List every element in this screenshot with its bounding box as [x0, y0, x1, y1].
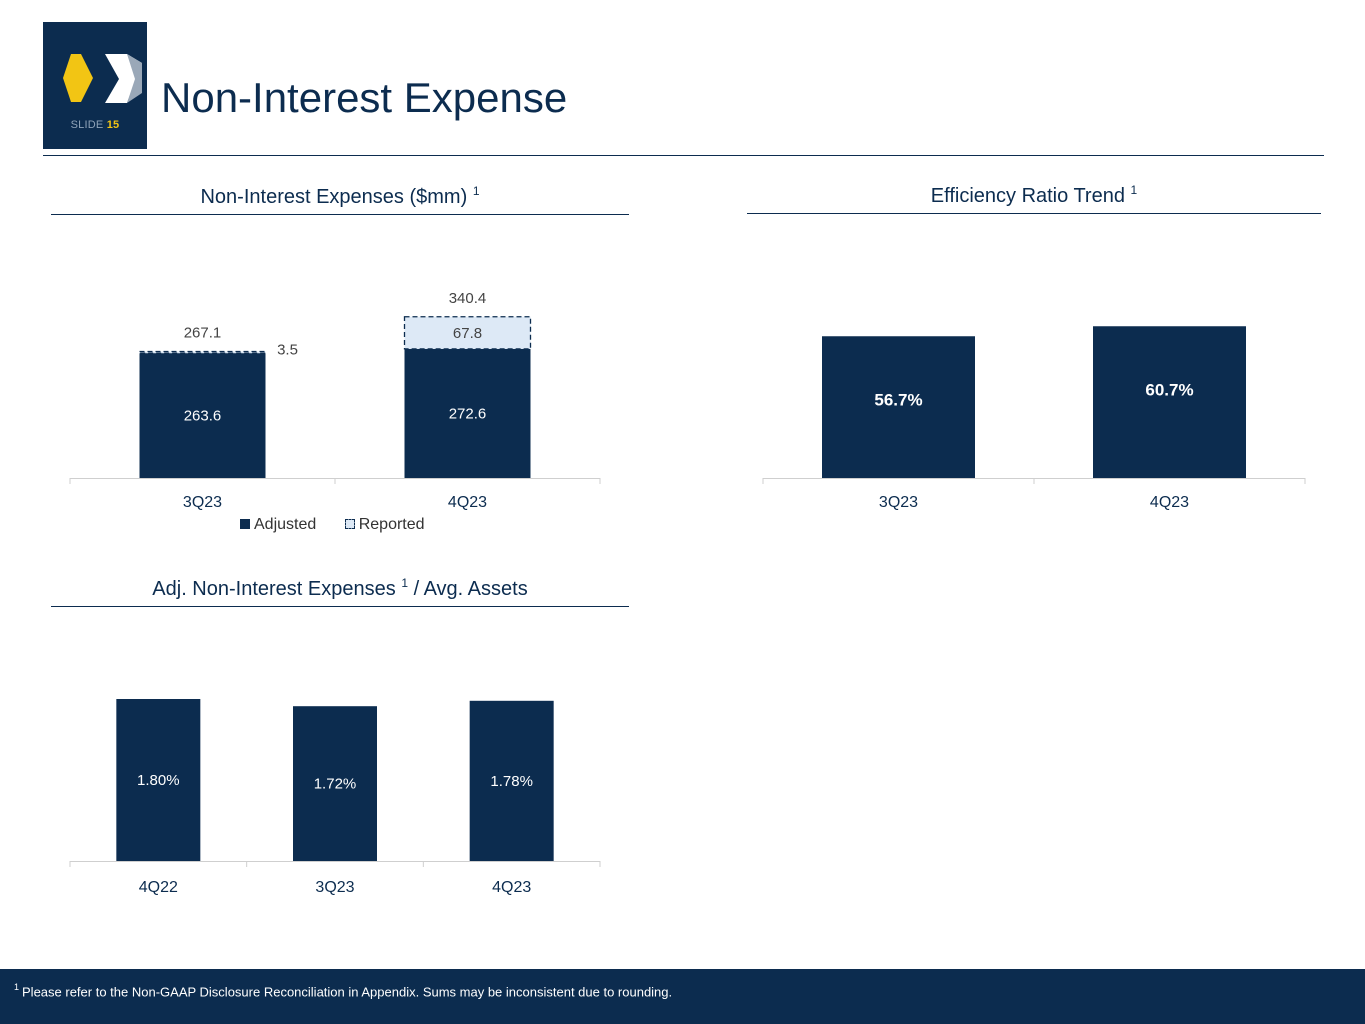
assets-title-part1: Adj. Non-Interest Expenses [152, 578, 396, 600]
page-title: Non-Interest Expense [161, 74, 568, 121]
logo-d-shade [127, 54, 142, 103]
efficiency-value-label: 56.7% [874, 390, 922, 409]
slide-label-text: SLIDE [70, 119, 104, 131]
assets-panel-title: Adj. Non-Interest Expenses 1 / Avg. Asse… [51, 576, 629, 601]
logo-chevron [63, 54, 93, 102]
assets-chart: 1.80% 4Q22 1.72% 3Q23 1.78% 4Q23 [69, 699, 601, 896]
efficiency-footnote-ref: 1 [1130, 183, 1138, 197]
category-tick-label: 3Q23 [183, 494, 222, 511]
efficiency-panel-title: Efficiency Ratio Trend 1 [747, 183, 1321, 208]
category-tick-label: 4Q23 [1150, 494, 1189, 511]
logo-box: SLIDE 15 [43, 22, 147, 149]
assets-footnote-ref: 1 [401, 576, 408, 590]
footer-bar: 1 Please refer to the Non-GAAP Disclosure… [0, 969, 1365, 1024]
expenses-panel-rule [51, 214, 629, 215]
expenses-panel-title: Non-Interest Expenses ($mm) 1 [51, 184, 629, 209]
assets-title-part2: / Avg. Assets [413, 578, 528, 600]
legend-reported-swatch [344, 519, 355, 529]
assets-value-label: 1.78% [490, 773, 533, 790]
efficiency-bar [1093, 326, 1246, 478]
assets-panel-rule [51, 606, 629, 607]
adjusted-value-label: 263.6 [184, 408, 222, 425]
assets-bar [469, 700, 554, 861]
efficiency-value-label: 60.7% [1145, 380, 1193, 399]
assets-bar [293, 706, 377, 861]
category-tick-label: 4Q23 [448, 494, 487, 511]
legend-reported-label: Reported [358, 516, 425, 533]
category-tick-label: 3Q23 [315, 879, 354, 896]
title-divider [43, 155, 1324, 156]
total-value-label: 340.4 [449, 290, 487, 307]
efficiency-panel-rule [747, 213, 1321, 214]
company-logo-icon [63, 54, 142, 103]
efficiency-bar [822, 336, 975, 478]
expenses-chart: 263.6 3.5 267.1 3Q23 272.6 67.8 340.4 4Q23 [69, 290, 601, 511]
footnote: 1 Please refer to the Non-GAAP Disclosure… [14, 982, 673, 1000]
expenses-title-text: Non-Interest Expenses ($mm) [200, 186, 468, 208]
total-value-label: 267.1 [184, 324, 222, 341]
expenses-legend: Adjusted Reported [240, 516, 425, 534]
category-tick-label: 3Q23 [879, 494, 918, 511]
assets-value-label: 1.72% [314, 776, 357, 793]
footnote-marker: 1 [14, 982, 20, 992]
assets-value-label: 1.80% [137, 772, 180, 789]
footnote-text: Please refer to the Non-GAAP Disclosure … [22, 984, 673, 1000]
slide-number: 15 [106, 119, 120, 131]
reported-bar [403, 316, 532, 350]
category-tick-label: 4Q23 [492, 879, 531, 896]
category-tick-label: 4Q22 [139, 879, 178, 896]
legend-adjusted-label: Adjusted [254, 516, 317, 533]
assets-bar [116, 699, 201, 861]
reported-value-label: 67.8 [453, 325, 482, 342]
adjusted-value-label: 272.6 [449, 405, 487, 422]
reported-value-label: 3.5 [277, 341, 298, 358]
legend-adjusted-swatch [240, 519, 250, 529]
efficiency-title-text: Efficiency Ratio Trend [930, 185, 1125, 207]
expenses-footnote-ref: 1 [472, 184, 480, 198]
adjusted-bar [404, 348, 531, 478]
adjusted-bar [139, 353, 266, 478]
reported-bar [138, 350, 267, 354]
efficiency-chart: 56.7% 3Q23 60.7% 4Q23 [762, 326, 1306, 511]
slide-number-label: SLIDE 15 [43, 119, 147, 131]
